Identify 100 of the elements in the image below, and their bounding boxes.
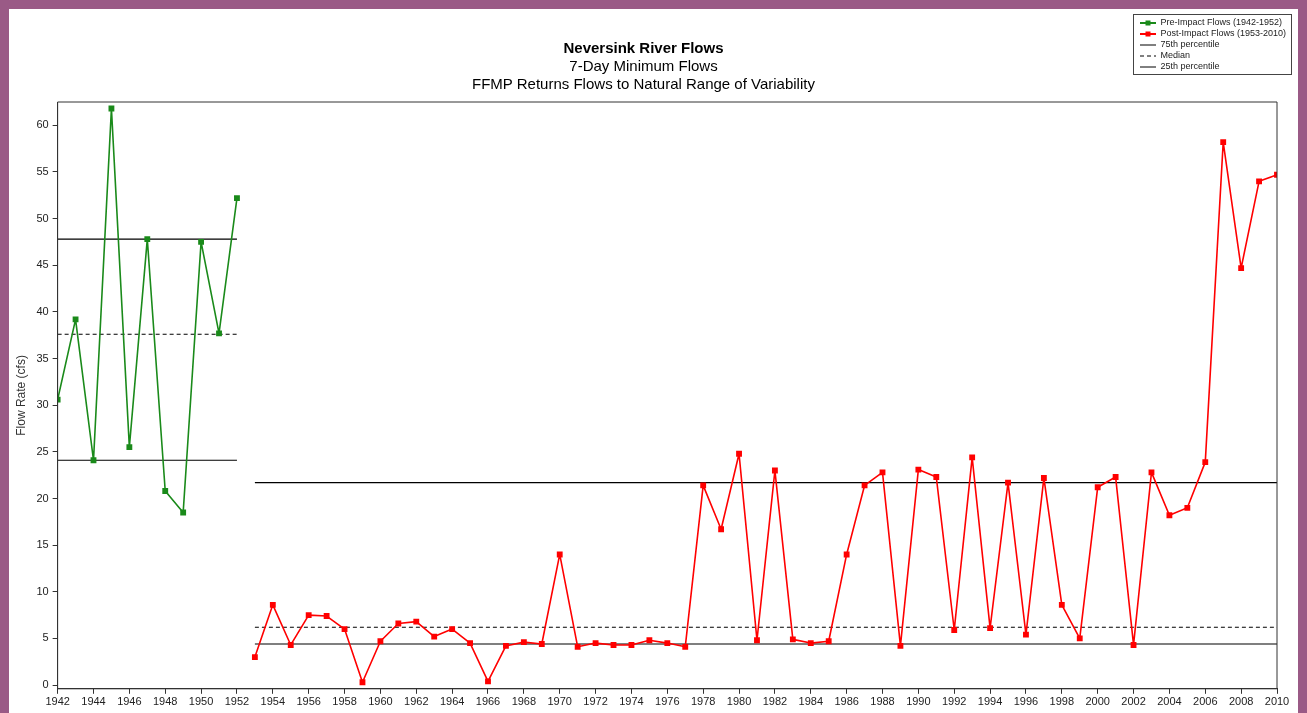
- point: [1040, 475, 1047, 481]
- x-tick-label: 1950: [188, 695, 214, 708]
- x-tick-label: 1986: [834, 695, 859, 708]
- point: [323, 613, 330, 619]
- point: [1023, 631, 1029, 638]
- x-tick-label: 1952: [224, 695, 250, 708]
- point: [1058, 601, 1065, 608]
- point: [646, 637, 653, 644]
- point: [1256, 178, 1262, 185]
- point: [951, 627, 958, 633]
- point: [1005, 479, 1011, 486]
- x-tick-label: 1970: [547, 695, 572, 708]
- x-tick-label: 1958: [332, 695, 357, 708]
- y-tick-label: 25: [36, 444, 49, 457]
- chart-subtitle: 7-Day Minimum Flows FFMP Returns Flows to Natural Range of Variability: [472, 57, 816, 93]
- x-tick-label: 1974: [619, 695, 644, 708]
- point: [1112, 474, 1119, 480]
- point: [485, 678, 491, 685]
- x-tick-label: 1998: [1049, 695, 1075, 708]
- x-tick-label: 2006: [1193, 695, 1218, 708]
- point: [807, 640, 814, 647]
- point: [628, 642, 635, 648]
- point: [520, 639, 527, 646]
- x-tick-label: 1966: [475, 695, 501, 708]
- point: [789, 636, 796, 643]
- point: [682, 643, 689, 650]
- y-tick-label: 10: [36, 584, 49, 597]
- point: [718, 526, 725, 533]
- x-tick-label: 1982: [762, 695, 788, 708]
- legend-label: Post-Impact Flows (1953-2010): [1160, 28, 1286, 39]
- legend-label: 25th percentile: [1160, 61, 1220, 72]
- y-tick-label: 50: [36, 211, 49, 224]
- point: [879, 469, 886, 476]
- y-tick-label: 5: [42, 631, 49, 644]
- point: [251, 654, 258, 660]
- point: [377, 638, 384, 645]
- x-tick-label: 2000: [1085, 695, 1110, 708]
- point: [413, 618, 420, 625]
- point: [897, 642, 904, 649]
- y-axis-title: Flow Rate (cfs): [13, 355, 28, 436]
- point: [431, 633, 438, 640]
- y-tick-label: 15: [36, 538, 49, 551]
- point: [467, 640, 473, 647]
- x-tick-label: 2010: [1264, 695, 1290, 708]
- x-tick-label: 1948: [152, 695, 178, 708]
- x-tick-label: 1996: [1013, 695, 1039, 708]
- point: [574, 643, 581, 650]
- point: [754, 637, 760, 644]
- point: [825, 638, 832, 645]
- x-tick-label: 1960: [368, 695, 393, 708]
- point: [969, 454, 976, 461]
- chart-title: Neversink River Flows: [563, 39, 724, 57]
- point: [144, 236, 151, 243]
- point: [664, 640, 671, 647]
- point: [126, 444, 133, 451]
- point: [269, 601, 276, 608]
- y-tick-label: 55: [36, 165, 49, 177]
- point: [395, 620, 402, 627]
- point: [359, 679, 366, 686]
- x-tick-label: 1954: [260, 695, 286, 708]
- y-tick-label: 20: [36, 491, 49, 504]
- x-tick-label: 1992: [941, 695, 967, 708]
- point: [1184, 504, 1191, 511]
- y-tick-label: 40: [36, 304, 49, 317]
- point: [736, 450, 742, 457]
- point: [449, 626, 456, 633]
- x-tick-label: 1990: [906, 695, 931, 708]
- x-tick-label: 1988: [870, 695, 895, 708]
- point: [287, 642, 294, 648]
- x-tick-label: 2002: [1121, 695, 1146, 708]
- x-tick-label: 1942: [45, 695, 70, 708]
- x-tick-label: 1962: [404, 695, 429, 708]
- point: [341, 626, 348, 633]
- x-tick-label: 1972: [583, 695, 608, 708]
- x-tick-label: 1978: [690, 695, 716, 708]
- point: [915, 466, 922, 473]
- x-tick-label: 1968: [511, 695, 537, 708]
- x-tick-label: 1946: [117, 695, 142, 708]
- point: [180, 509, 187, 516]
- point: [556, 551, 563, 558]
- y-tick-label: 0: [42, 678, 49, 691]
- point: [1220, 139, 1227, 146]
- point: [1130, 642, 1137, 648]
- y-tick-label: 45: [36, 258, 49, 271]
- x-tick-label: 1980: [726, 695, 752, 708]
- x-tick-label: 1964: [439, 695, 465, 708]
- point: [592, 640, 599, 647]
- x-tick-label: 1994: [977, 695, 1003, 708]
- x-tick-label: 1944: [81, 695, 106, 708]
- point: [933, 474, 940, 480]
- x-tick-label: 2004: [1157, 695, 1182, 708]
- x-tick-label: 1956: [296, 695, 321, 708]
- x-tick-label: 1976: [655, 695, 680, 708]
- point: [987, 625, 994, 632]
- x-tick-label: 1984: [798, 695, 824, 708]
- point: [700, 482, 707, 489]
- point: [771, 467, 778, 474]
- x-tick-label: 2008: [1228, 695, 1254, 708]
- point: [503, 642, 509, 649]
- point: [538, 641, 545, 647]
